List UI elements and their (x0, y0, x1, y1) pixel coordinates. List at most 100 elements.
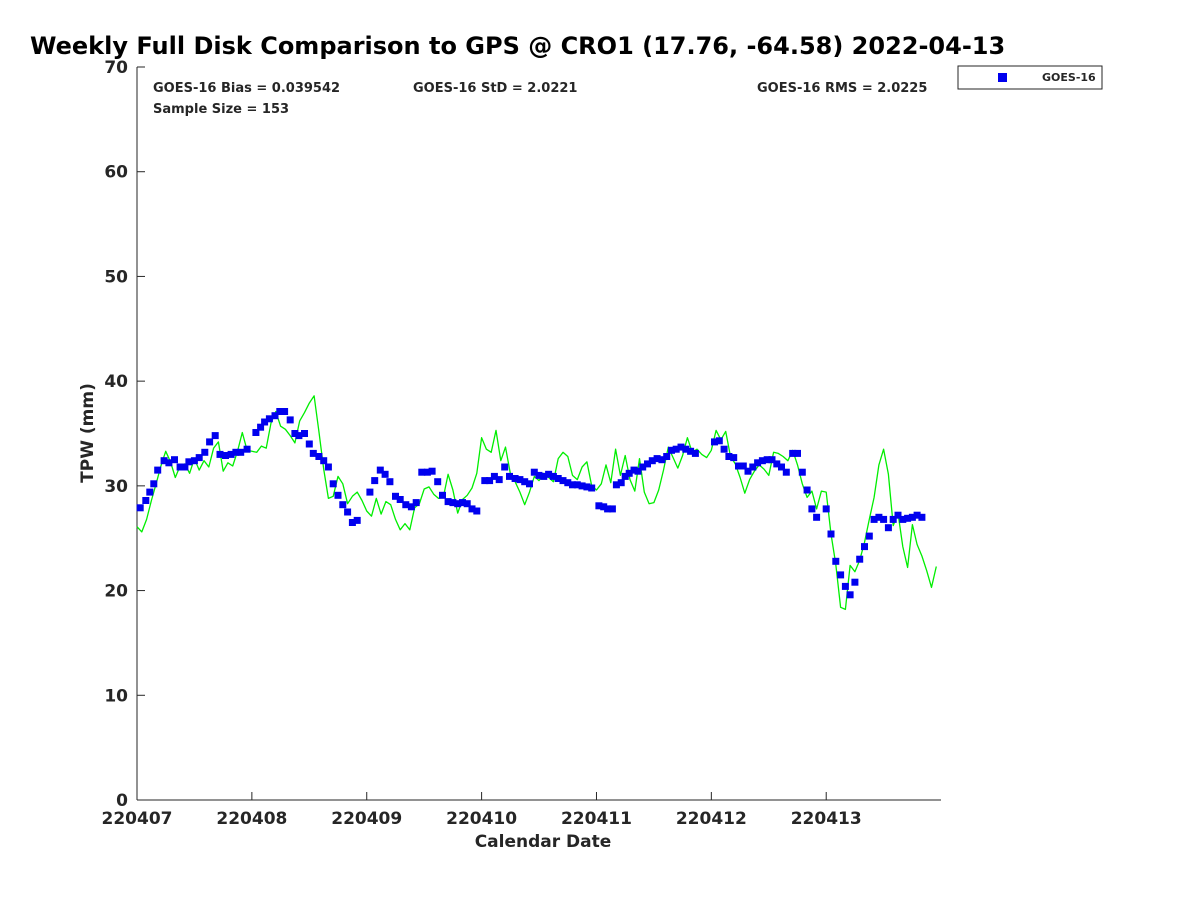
goes-point (889, 515, 897, 523)
y-tick-label: 20 (104, 582, 128, 602)
goes-point (232, 448, 240, 456)
goes-point (870, 515, 878, 523)
goes-point (526, 480, 533, 488)
goes-point (621, 472, 629, 480)
goes-point (195, 454, 203, 462)
goes-point (301, 430, 308, 437)
goes-point (252, 429, 260, 436)
goes-point (798, 468, 806, 476)
std-stat: GOES-16 StD = 2.0221 (413, 81, 577, 96)
goes-point (481, 477, 489, 485)
goes-point (595, 502, 603, 510)
goes-point (841, 582, 849, 590)
x-axis-ticks: 220407 220408 220409 220410 220411 220412 2204… (102, 792, 862, 829)
goes-point (639, 463, 647, 471)
goes-point (687, 447, 695, 455)
goes-point (454, 500, 462, 508)
plot-area (137, 67, 941, 800)
goes-point (261, 418, 269, 426)
goes-point (506, 472, 513, 480)
goes-point (564, 479, 572, 487)
x-axis-label: Calendar Date (475, 832, 612, 852)
goes-point (216, 450, 224, 458)
goes-point (376, 466, 384, 474)
goes-point (243, 445, 251, 453)
goes-point (908, 513, 916, 521)
goes-point (559, 477, 567, 485)
goes-point (392, 492, 399, 500)
legend: GOES-16 (957, 65, 1103, 90)
goes-point (386, 478, 394, 486)
goes-point (334, 491, 342, 499)
goes-point (861, 543, 868, 551)
goes-point (339, 501, 347, 509)
goes-point (663, 453, 671, 460)
goes-point (880, 515, 888, 523)
goes-point (856, 555, 864, 563)
goes-point (490, 472, 498, 480)
goes-point (463, 500, 471, 508)
goes-point (813, 513, 821, 521)
x-tick-label: 220410 (446, 809, 517, 829)
goes-point (899, 515, 907, 523)
goes-point (549, 472, 557, 480)
goes-point (711, 438, 718, 446)
goes-point (418, 468, 426, 476)
goes-point (439, 491, 446, 499)
goes-point (545, 470, 553, 478)
goes-point (495, 476, 503, 484)
goes-point (573, 481, 581, 489)
goes-point (588, 484, 596, 492)
goes-point (778, 463, 785, 471)
goes-point (682, 445, 690, 453)
goes-point (407, 503, 415, 511)
goes-point (672, 445, 680, 453)
goes-point (648, 457, 656, 465)
y-tick-label: 30 (104, 477, 128, 497)
goes-point (625, 469, 633, 477)
goes-point (583, 483, 591, 491)
goes-point (758, 457, 766, 465)
goes-point (782, 468, 790, 476)
goes-point (763, 456, 771, 464)
goes-point (154, 466, 162, 474)
goes-point (381, 470, 389, 478)
goes-point (315, 453, 323, 460)
goes-point (612, 481, 620, 489)
goes-point (348, 519, 356, 526)
goes-point (668, 446, 675, 454)
goes-point (428, 467, 436, 475)
y-tick-label: 50 (104, 267, 128, 287)
goes-point (320, 457, 328, 465)
chart-title: Weekly Full Disk Comparison to GPS @ CRO… (30, 32, 1005, 60)
sample-size-stat: Sample Size = 153 (153, 102, 289, 117)
goes-point (281, 408, 289, 415)
goes-point (554, 475, 562, 482)
y-tick-label: 0 (116, 791, 128, 811)
y-axis-ticks: 0 10 20 30 40 50 60 70 (104, 58, 145, 811)
goes-point (146, 488, 154, 496)
goes-point (569, 481, 576, 489)
goes-point (918, 513, 926, 521)
goes-point (329, 480, 337, 488)
goes-point (875, 513, 883, 521)
goes-point (171, 456, 178, 464)
goes-point (276, 408, 284, 415)
goes-point (324, 463, 332, 471)
goes-point (749, 463, 757, 471)
goes-point (644, 460, 651, 468)
legend-label-goes: GOES-16 (1042, 71, 1096, 84)
goes-point (190, 457, 198, 465)
y-tick-label: 70 (104, 58, 128, 78)
goes-point (739, 462, 747, 470)
goes-point (578, 482, 586, 490)
goes-point (768, 456, 776, 464)
legend-box (957, 65, 1103, 90)
goes-point (211, 432, 219, 440)
goes-point (501, 463, 509, 471)
goes-point (185, 458, 193, 466)
goes-point (291, 430, 299, 437)
goes-point (305, 440, 313, 448)
